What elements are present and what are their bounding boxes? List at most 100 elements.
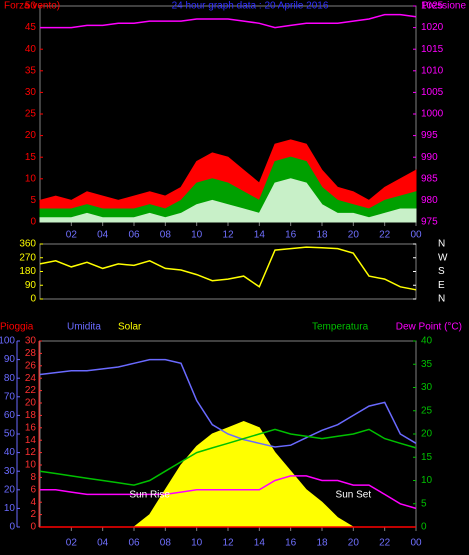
y-tick-label: 0 [30, 217, 36, 228]
x-tick-label: 04 [97, 538, 109, 549]
y2-tick-label: 40 [421, 336, 433, 347]
y2-tick-label: 1015 [421, 44, 444, 55]
y2-tick-label: 995 [421, 130, 438, 141]
y-tick-label: 35 [25, 65, 37, 76]
x-tick-label: 00 [410, 538, 422, 549]
x-tick-label: 16 [285, 230, 297, 241]
y3-tick-label: 6 [30, 484, 36, 495]
y-tick-label: 45 [25, 22, 37, 33]
y-tick-label: 90 [25, 280, 37, 291]
y-tick-label: 0 [30, 294, 36, 305]
x-tick-label: 04 [97, 230, 109, 241]
y2-tick-label: 10 [421, 475, 433, 486]
y-tick-label: 80 [4, 373, 16, 384]
y2-axis-label: Pressione [422, 1, 467, 12]
x-tick-label: 10 [191, 230, 203, 241]
x-tick-label: 02 [66, 230, 78, 241]
y2-tick-label: 1020 [421, 22, 444, 33]
y-tick-label: 70 [4, 391, 16, 402]
x-tick-label: 02 [66, 538, 78, 549]
y2-tick-label: 5 [421, 498, 427, 509]
y2-tick-label: 1005 [421, 87, 444, 98]
y-tick-label: 180 [19, 266, 36, 277]
x-tick-label: 16 [285, 538, 297, 549]
y-tick-label: 0 [9, 522, 15, 533]
area-series [39, 178, 417, 223]
x-tick-label: 20 [348, 230, 360, 241]
x-tick-label: 10 [191, 538, 203, 549]
legend-entry: Pioggia [0, 322, 34, 333]
x-tick-label: 06 [128, 230, 140, 241]
y-tick-label: 270 [19, 252, 36, 263]
y2-tick-label: 975 [421, 217, 438, 228]
y2-tick-label: 1025 [421, 1, 444, 12]
y-tick-label: 25 [25, 109, 37, 120]
y-tick-label: 30 [25, 87, 37, 98]
y-tick-label: 10 [4, 503, 16, 514]
y-tick-label: 5 [30, 195, 36, 206]
y3-tick-label: 2 [30, 509, 36, 520]
y2-tick-label: 0 [421, 522, 427, 533]
x-tick-label: 08 [160, 538, 172, 549]
legend-entry: Solar [118, 322, 142, 333]
y2-tick-label: 30 [421, 382, 433, 393]
x-tick-label: 22 [379, 538, 391, 549]
y-tick-label: 360 [19, 239, 36, 250]
chart-title: 24 hour graph data : 20 Aprile 2016 [172, 1, 329, 12]
y3-tick-label: 22 [25, 385, 37, 396]
y3-tick-label: 8 [30, 472, 36, 483]
y2-tick-label: S [438, 266, 445, 277]
y3-tick-label: 30 [25, 336, 37, 347]
y2-tick-label: 1010 [421, 65, 444, 76]
x-tick-label: 18 [316, 538, 328, 549]
x-tick-label: 06 [128, 538, 140, 549]
x-tick-label: 22 [379, 230, 391, 241]
y3-tick-label: 10 [25, 460, 37, 471]
y-tick-label: 10 [25, 173, 37, 184]
y2-tick-label: 985 [421, 173, 438, 184]
y2-tick-label: 15 [421, 452, 433, 463]
y-tick-label: 90 [4, 354, 16, 365]
y-tick-label: 30 [4, 466, 16, 477]
line-series [40, 475, 417, 510]
y2-tick-label: 20 [421, 429, 433, 440]
y-tick-label: 40 [25, 44, 37, 55]
annotation: Sun Rise [129, 490, 170, 501]
y-tick-label: 15 [25, 152, 37, 163]
legend-entry: Dew Point (°C) [396, 322, 462, 333]
y3-tick-label: 20 [25, 398, 37, 409]
y-axis-label: Forza vento) [4, 1, 60, 12]
x-tick-label: 14 [254, 538, 266, 549]
y-tick-label: 40 [4, 447, 16, 458]
y3-tick-label: 12 [25, 447, 37, 458]
x-tick-label: 08 [160, 230, 172, 241]
legend-entry: Temperatura [312, 322, 369, 333]
x-tick-label: 18 [316, 230, 328, 241]
line-series [39, 428, 417, 486]
annotation: Sun Set [336, 490, 372, 501]
x-tick-label: 12 [222, 538, 234, 549]
y2-tick-label: 980 [421, 195, 438, 206]
y-tick-label: 100 [0, 336, 15, 347]
y3-tick-label: 24 [25, 373, 37, 384]
x-tick-label: 20 [348, 538, 360, 549]
y2-tick-label: N [438, 294, 445, 305]
y3-tick-label: 28 [25, 348, 37, 359]
y3-tick-label: 26 [25, 360, 37, 371]
y-tick-label: 50 [25, 1, 37, 12]
y-tick-label: 20 [25, 130, 37, 141]
y3-tick-label: 4 [30, 497, 36, 508]
line-series [39, 246, 417, 291]
line-series [39, 358, 417, 448]
y2-tick-label: W [438, 252, 448, 263]
y2-tick-label: 990 [421, 152, 438, 163]
y2-tick-label: 25 [421, 405, 433, 416]
y-tick-label: 20 [4, 484, 16, 495]
legend-entry: Umidita [67, 322, 101, 333]
y2-tick-label: 35 [421, 359, 433, 370]
x-tick-label: 14 [254, 230, 266, 241]
y3-tick-label: 0 [30, 522, 36, 533]
line-series [40, 13, 417, 29]
